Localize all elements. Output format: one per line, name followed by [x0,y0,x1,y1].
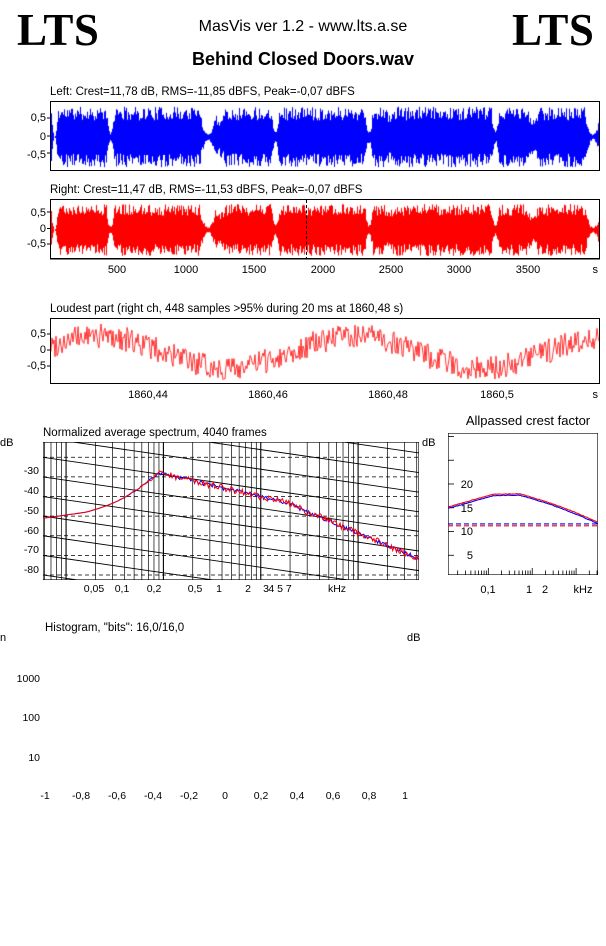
svg-text:2: 2 [245,583,251,595]
svg-text:5: 5 [467,550,473,562]
svg-text:10: 10 [28,752,40,764]
svg-text:0,6: 0,6 [326,790,341,802]
svg-text:0: 0 [40,131,46,143]
svg-text:0,2: 0,2 [147,583,162,595]
svg-text:2000: 2000 [311,264,335,276]
svg-text:0,05: 0,05 [84,583,105,595]
svg-text:0,5: 0,5 [188,583,203,595]
svg-text:10: 10 [461,526,473,538]
svg-text:4 5 7: 4 5 7 [268,583,292,595]
svg-text:2500: 2500 [379,264,403,276]
svg-text:s: s [593,389,599,401]
svg-text:1860,5: 1860,5 [480,389,514,401]
svg-text:-40: -40 [24,485,39,497]
svg-text:-0,5: -0,5 [27,238,46,250]
svg-text:500: 500 [108,264,126,276]
svg-text:1860,44: 1860,44 [128,389,168,401]
svg-text:-0,4: -0,4 [144,790,162,802]
svg-text:kHz: kHz [574,584,593,596]
svg-text:kHz: kHz [328,583,346,595]
svg-text:0: 0 [40,344,46,356]
svg-text:0: 0 [40,223,46,235]
svg-text:0,5: 0,5 [31,112,46,124]
svg-text:-0,5: -0,5 [27,360,46,372]
svg-text:0,5: 0,5 [31,328,46,340]
svg-text:3500: 3500 [516,264,540,276]
svg-text:1860,46: 1860,46 [248,389,288,401]
svg-text:1: 1 [216,583,222,595]
svg-text:3000: 3000 [447,264,471,276]
svg-text:-30: -30 [24,465,39,477]
svg-text:1: 1 [526,584,532,596]
svg-text:-0,6: -0,6 [108,790,126,802]
svg-text:-70: -70 [24,544,39,556]
svg-text:-0,2: -0,2 [180,790,198,802]
svg-text:s: s [593,264,599,276]
svg-text:1860,48: 1860,48 [368,389,408,401]
svg-text:1000: 1000 [174,264,198,276]
svg-text:20: 20 [461,479,473,491]
svg-text:2: 2 [542,584,548,596]
svg-text:-80: -80 [24,564,39,576]
svg-text:100: 100 [22,712,40,724]
svg-text:0,1: 0,1 [480,584,495,596]
svg-text:15: 15 [461,503,473,515]
svg-text:1500: 1500 [242,264,266,276]
svg-text:0,2: 0,2 [254,790,269,802]
svg-text:0: 0 [222,790,228,802]
svg-text:-0,5: -0,5 [27,149,46,161]
svg-text:-60: -60 [24,525,39,537]
svg-text:-0,8: -0,8 [72,790,90,802]
svg-text:-1: -1 [40,790,49,802]
svg-text:0,1: 0,1 [115,583,130,595]
svg-text:0,5: 0,5 [31,207,46,219]
svg-text:0,8: 0,8 [362,790,377,802]
svg-text:1: 1 [402,790,408,802]
svg-text:1000: 1000 [17,673,41,685]
svg-text:0,4: 0,4 [290,790,305,802]
svg-text:-50: -50 [24,505,39,517]
